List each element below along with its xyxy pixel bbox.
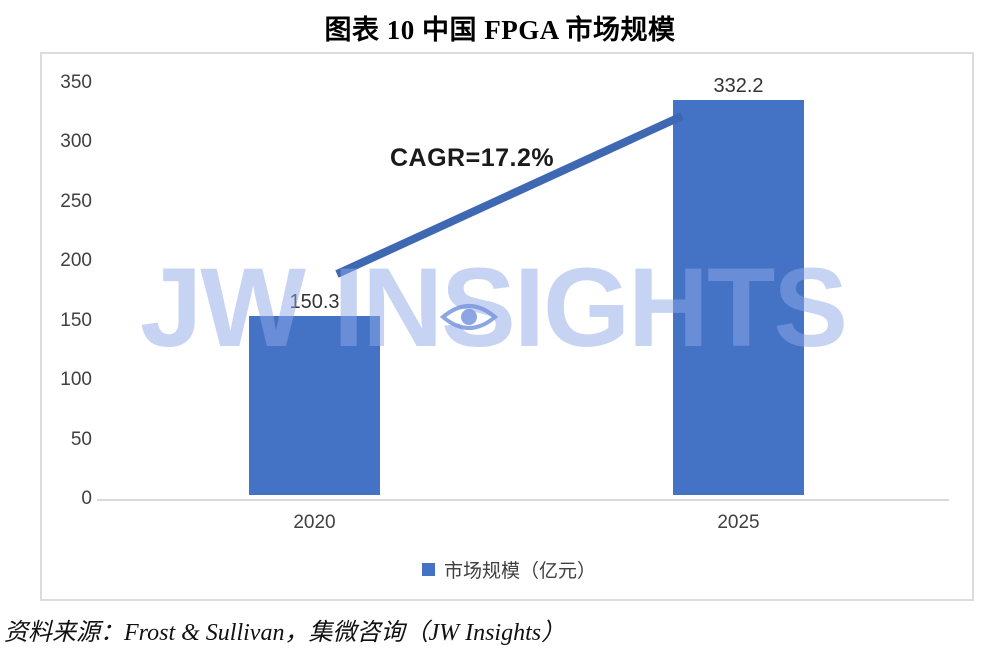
y-tick-200: 200 [60,250,92,271]
x-tick-2020: 2020 [293,512,336,533]
data-label-2020: 150.3 [289,291,340,313]
y-tick-250: 250 [60,191,92,212]
y-tick-350: 350 [60,72,92,93]
y-tick-100: 100 [60,369,92,390]
chart-title: 图表 10 中国 FPGA 市场规模 [324,15,676,45]
chart-plot-area: 350 300 250 200 150 100 50 0 150.3 332.2… [40,52,974,601]
bar-2020 [249,316,380,495]
data-source-caption: 资料来源：Frost & Sullivan，集微咨询（JW Insights） [4,620,566,646]
y-tick-150: 150 [60,310,92,331]
cagr-trend-line [335,112,684,278]
y-tick-50: 50 [70,429,92,450]
x-tick-2025: 2025 [717,512,760,533]
bar-2025 [673,100,804,495]
x-axis-line [97,499,949,501]
y-tick-0: 0 [81,488,92,509]
legend-label-market-size: 市场规模（亿元） [443,561,596,582]
cagr-annotation: CAGR=17.2% [390,144,555,172]
legend-swatch-market-size [421,563,435,576]
y-tick-300: 300 [60,131,92,152]
data-label-2025: 332.2 [713,75,764,97]
legend: 市场规模（亿元） [42,556,972,583]
